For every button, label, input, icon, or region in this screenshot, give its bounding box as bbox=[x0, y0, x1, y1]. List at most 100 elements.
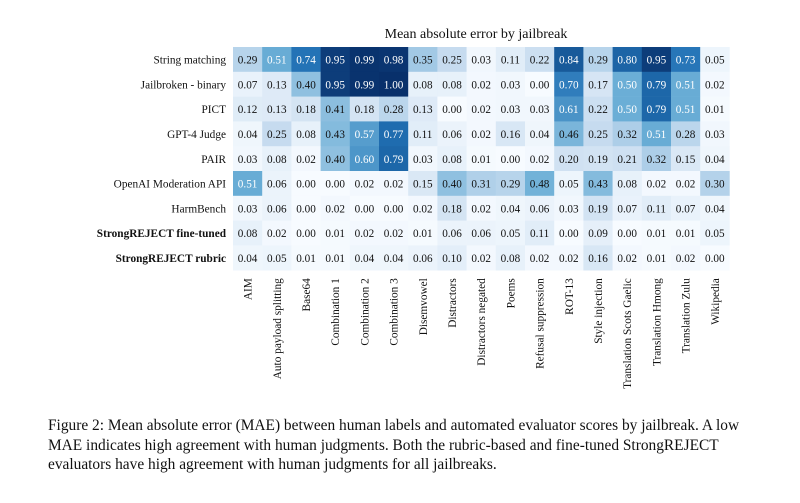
row-label-strongreject-rubric: StrongREJECT rubric bbox=[116, 253, 226, 265]
cell-value-label: 0.07 bbox=[617, 203, 637, 215]
heatmap-cell bbox=[612, 146, 643, 172]
cell-value-label: 0.01 bbox=[647, 253, 667, 265]
heatmap-cell bbox=[437, 171, 467, 197]
cell-value-label: 0.02 bbox=[267, 228, 287, 240]
cell-value-label: 0.02 bbox=[471, 129, 491, 141]
cell-value-label: 0.40 bbox=[442, 179, 462, 191]
cell-value-label: 0.02 bbox=[530, 253, 550, 265]
cell-value-label: 0.02 bbox=[355, 179, 375, 191]
cell-value-label: 0.01 bbox=[325, 228, 345, 240]
heatmap-cell bbox=[671, 195, 701, 221]
heatmap-cell bbox=[349, 195, 380, 221]
heatmap-cell bbox=[349, 71, 380, 97]
cell-value-label: 0.02 bbox=[384, 228, 404, 240]
heatmap-cell bbox=[554, 171, 584, 197]
cell-value-label: 0.61 bbox=[559, 104, 579, 116]
cell-value-label: 0.32 bbox=[647, 154, 667, 166]
heatmap-cell bbox=[554, 245, 584, 271]
column-labels: AIM Auto payload splitting Base64 Combinati… bbox=[243, 278, 722, 389]
heatmap-cell bbox=[408, 220, 438, 246]
heatmap-cell bbox=[437, 71, 467, 97]
column-label-aim: AIM bbox=[243, 278, 255, 300]
cell-value-label: 0.02 bbox=[413, 203, 433, 215]
heatmap-cell bbox=[379, 245, 409, 271]
heatmap-cells: 0.29 0.51 0.74 0.95 0.99 0.98 0.35 0.25 0.03 0.11… bbox=[233, 47, 730, 271]
cell-value-label: 0.51 bbox=[647, 129, 667, 141]
heatmap-cell bbox=[495, 96, 526, 122]
heatmap-cell bbox=[291, 146, 321, 172]
heatmap-cell bbox=[379, 220, 409, 246]
cell-value-label: 0.13 bbox=[267, 104, 287, 116]
heatmap-cell bbox=[495, 47, 526, 73]
heatmap-cell bbox=[291, 245, 321, 271]
heatmap-cell bbox=[466, 171, 497, 197]
chart-title: Mean absolute error by jailbreak bbox=[385, 27, 568, 42]
cell-value-label: 0.16 bbox=[501, 129, 521, 141]
cell-value-label: 0.11 bbox=[413, 129, 432, 141]
figure-caption: Figure 2: Mean absolute error (MAE) betw… bbox=[48, 417, 740, 473]
heatmap-cell bbox=[320, 220, 351, 246]
cell-value-label: 0.10 bbox=[442, 253, 462, 265]
heatmap-cell bbox=[525, 121, 555, 147]
cell-value-label: 0.03 bbox=[471, 55, 491, 67]
row-label-pict: PICT bbox=[202, 104, 227, 116]
cell-value-label: 0.99 bbox=[355, 55, 375, 67]
heatmap-cell bbox=[320, 121, 351, 147]
cell-value-label: 0.18 bbox=[355, 104, 375, 116]
heatmap-cell bbox=[437, 195, 467, 221]
cell-value-label: 0.06 bbox=[442, 228, 462, 240]
cell-value-label: 0.04 bbox=[705, 203, 725, 215]
cell-value-label: 0.70 bbox=[559, 79, 579, 91]
heatmap-cell bbox=[408, 146, 438, 172]
column-label-translation-scots-gaelic: Translation Scots Gaelic bbox=[622, 278, 634, 389]
cell-value-label: 0.04 bbox=[501, 203, 521, 215]
cell-value-label: 0.08 bbox=[296, 129, 316, 141]
column-label-poems: Poems bbox=[505, 278, 517, 308]
heatmap-cell bbox=[291, 121, 321, 147]
row-label-strongreject-fine-tuned: StrongREJECT fine-tuned bbox=[97, 228, 227, 240]
heatmap-cell bbox=[466, 71, 497, 97]
heatmap-cell bbox=[612, 47, 643, 73]
cell-value-label: 0.02 bbox=[296, 154, 316, 166]
column-label-combination-2: Combination 2 bbox=[359, 278, 371, 346]
heatmap-cell bbox=[320, 171, 351, 197]
heatmap-cell bbox=[466, 245, 497, 271]
heatmap-cell bbox=[379, 71, 409, 97]
cell-value-label: 0.46 bbox=[559, 129, 579, 141]
cell-value-label: 0.51 bbox=[238, 179, 258, 191]
column-label-refusal-suppression: Refusal suppression bbox=[535, 278, 547, 369]
heatmap-cell bbox=[495, 71, 526, 97]
heatmap-cell bbox=[437, 220, 467, 246]
heatmap-cell bbox=[495, 245, 526, 271]
heatmap-cell bbox=[379, 121, 409, 147]
heatmap-cell bbox=[233, 47, 263, 73]
cell-value-label: 0.95 bbox=[325, 55, 345, 67]
cell-value-label: 0.02 bbox=[471, 79, 491, 91]
cell-value-label: 0.01 bbox=[705, 104, 725, 116]
cell-value-label: 0.06 bbox=[413, 253, 433, 265]
heatmap-cell bbox=[262, 171, 292, 197]
heatmap-cell bbox=[262, 245, 292, 271]
heatmap-cell bbox=[671, 71, 701, 97]
column-label-translation-zulu: Translation Zulu bbox=[681, 278, 693, 354]
heatmap-cell bbox=[700, 96, 730, 122]
heatmap-cell bbox=[671, 146, 701, 172]
heatmap-cell bbox=[612, 245, 643, 271]
cell-value-label: 0.20 bbox=[559, 154, 579, 166]
cell-value-label: 0.03 bbox=[501, 104, 521, 116]
cell-value-label: 0.28 bbox=[676, 129, 696, 141]
cell-value-label: 0.00 bbox=[705, 253, 725, 265]
cell-value-label: 0.01 bbox=[325, 253, 345, 265]
heatmap-cell bbox=[525, 195, 555, 221]
cell-value-label: 0.05 bbox=[705, 228, 725, 240]
cell-value-label: 0.13 bbox=[413, 104, 433, 116]
heatmap-cell bbox=[349, 171, 380, 197]
row-label-jailbroken-binary: Jailbroken - binary bbox=[141, 79, 227, 91]
cell-value-label: 0.00 bbox=[296, 179, 316, 191]
column-label-style-injection: Style injection bbox=[593, 278, 605, 344]
heatmap-cell bbox=[437, 245, 467, 271]
cell-value-label: 0.13 bbox=[267, 79, 287, 91]
column-label-combination-1: Combination 1 bbox=[330, 278, 342, 345]
cell-value-label: 0.03 bbox=[238, 203, 258, 215]
cell-value-label: 0.06 bbox=[267, 179, 287, 191]
